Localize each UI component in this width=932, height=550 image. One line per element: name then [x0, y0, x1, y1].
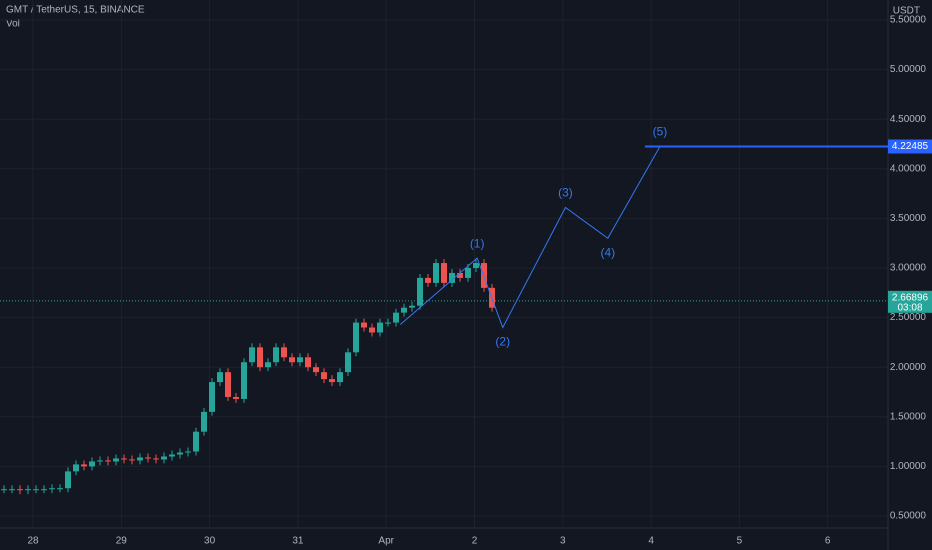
time-tick-label: 29 — [116, 536, 128, 547]
price-tick-label: 5.00000 — [890, 64, 927, 75]
time-tick-label: 2 — [472, 536, 478, 547]
candle-body — [161, 456, 167, 460]
candle-body — [241, 362, 247, 399]
countdown-label: 03:08 — [897, 302, 922, 313]
candle-body — [385, 322, 391, 324]
candle-body — [17, 489, 23, 491]
time-tick-label: 3 — [560, 536, 566, 547]
candle-body — [425, 277, 431, 283]
candle-body — [361, 322, 367, 328]
last-price-badge — [888, 290, 932, 313]
candle-body — [57, 488, 63, 490]
price-tick-label: 5.50000 — [890, 15, 927, 26]
candle-body — [473, 263, 479, 268]
candle-body — [401, 307, 407, 313]
candle-body — [369, 327, 375, 333]
candle-body — [417, 277, 423, 306]
candle-body — [321, 372, 327, 380]
candle-body — [257, 347, 263, 368]
price-tick-label: 4.00000 — [890, 163, 927, 174]
time-tick-label: 30 — [204, 536, 216, 547]
price-tick-label: 3.50000 — [890, 213, 927, 224]
candle-body — [105, 460, 111, 462]
wave-path — [400, 146, 661, 329]
price-tick-label: 3.00000 — [890, 263, 927, 274]
wave-label[interactable]: (3) — [558, 186, 573, 200]
candle-body — [97, 460, 103, 462]
candle-body — [73, 464, 79, 472]
time-tick-label: Apr — [378, 536, 394, 547]
candle-body — [129, 459, 135, 461]
time-tick-label: 4 — [648, 536, 654, 547]
candle-body — [289, 357, 295, 363]
candle-body — [121, 458, 127, 460]
candle-body — [201, 411, 207, 432]
candle-body — [433, 263, 439, 283]
candle-body — [409, 305, 415, 308]
symbol-title[interactable]: GMT / TetherUS, 15, BINANCE — [6, 5, 145, 16]
candle-body — [329, 379, 335, 383]
candle-body — [9, 489, 15, 491]
candle-body — [297, 357, 303, 363]
price-tick-label: 4.50000 — [890, 114, 927, 125]
wave-label[interactable]: (5) — [653, 125, 668, 139]
candle-body — [233, 396, 239, 399]
candle-body — [113, 458, 119, 462]
price-tick-label: 1.00000 — [890, 461, 927, 472]
currency[interactable]: USDT — [893, 6, 920, 17]
candle-body — [337, 372, 343, 383]
candle-body — [145, 457, 151, 459]
candle-body — [89, 461, 95, 467]
wave-label[interactable]: (4) — [600, 245, 615, 259]
candle-body — [441, 263, 447, 283]
candle-body — [273, 347, 279, 363]
candle-body — [177, 452, 183, 455]
candle-body — [169, 454, 175, 457]
candle-body — [81, 464, 87, 467]
candle-body — [281, 347, 287, 358]
candle-body — [353, 322, 359, 353]
candle-body — [193, 431, 199, 452]
candle-body — [209, 382, 215, 412]
candle-body — [217, 372, 223, 383]
target-label: 4.22485 — [892, 141, 929, 152]
price-tick-label: 0.50000 — [890, 511, 927, 522]
candle-body — [265, 362, 271, 368]
time-tick-label: 31 — [292, 536, 304, 547]
candle-body — [457, 272, 463, 278]
candle-body — [449, 272, 455, 283]
candle-body — [65, 471, 71, 489]
candle-body — [393, 312, 399, 323]
candle-body — [153, 458, 159, 460]
target-badge — [888, 139, 932, 154]
candle-body — [345, 352, 351, 373]
price-tick-label: 1.50000 — [890, 411, 927, 422]
candle-body — [249, 347, 255, 363]
candle-body — [1, 489, 7, 491]
time-tick-label: 28 — [27, 536, 39, 547]
candle-body — [465, 268, 471, 278]
candle-body — [313, 367, 319, 373]
candle-body — [225, 372, 231, 397]
time-tick-label: 6 — [825, 536, 831, 547]
wave-label[interactable]: (1) — [470, 236, 485, 250]
indicator-title[interactable]: Vol — [6, 19, 20, 30]
candle-body — [49, 488, 55, 490]
candle-body — [377, 322, 383, 333]
last-price-label: 2.66896 — [892, 292, 929, 303]
price-tick-label: 2.50000 — [890, 312, 927, 323]
price-tick-label: 2.00000 — [890, 362, 927, 373]
candle-body — [25, 489, 31, 491]
candle-body — [33, 489, 39, 491]
candle-body — [41, 489, 47, 491]
wave-label[interactable]: (2) — [495, 335, 510, 349]
candle-body — [305, 357, 311, 368]
time-tick-label: 5 — [737, 536, 743, 547]
candle-body — [137, 457, 143, 461]
candle-body — [185, 451, 191, 453]
